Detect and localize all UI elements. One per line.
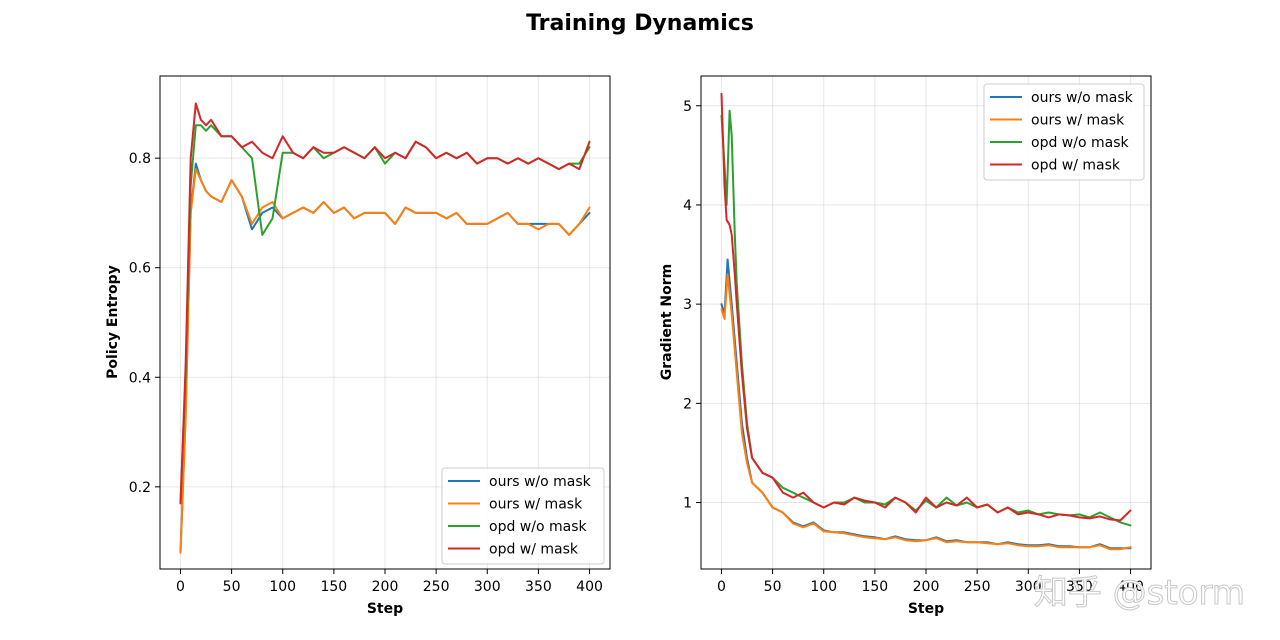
xtick-label-300-gradnorm: 300 [1015, 579, 1042, 595]
ytick-label-1-gradnorm: 2 [683, 396, 692, 412]
xtick-label-150-entropy: 150 [320, 579, 347, 595]
ytick-label-3-entropy: 0.8 [129, 151, 151, 167]
legend-label-ours-w-o-mask-entropy: ours w/o mask [489, 474, 592, 490]
xtick-label-350-gradnorm: 350 [1066, 579, 1093, 595]
legend-label-opd-w-o-mask-entropy: opd w/o mask [489, 519, 587, 535]
xlabel-entropy: Step [367, 601, 403, 617]
xtick-label-100-gradnorm: 100 [810, 579, 837, 595]
legend-gradnorm: ours w/o mask ours w/ mask opd w/o mask opd… [983, 83, 1145, 181]
chart-gradnorm: 0 50 100 150 200 250 300 350 400 1 2 3 4 5 Step Gradi… [659, 75, 1152, 617]
xtick-label-400-gradnorm: 400 [1117, 579, 1144, 595]
xtick-label-200-entropy: 200 [372, 579, 399, 595]
ytick-label-0-entropy: 0.2 [129, 480, 151, 496]
xtick-label-250-gradnorm: 250 [964, 579, 991, 595]
legend-box-gradnorm [983, 83, 1145, 181]
xtick-label-0-gradnorm: 0 [717, 579, 726, 595]
legend-label-opd-w-mask-gradnorm: opd w/ mask [1031, 158, 1121, 174]
xtick-label-350-entropy: 350 [525, 579, 552, 595]
legend-label-opd-w-mask-entropy: opd w/ mask [489, 542, 579, 558]
series-gradnorm [720, 92, 1132, 551]
legend-label-opd-w-o-mask-gradnorm: opd w/o mask [1031, 135, 1129, 151]
ytick-label-2-gradnorm: 3 [683, 297, 692, 313]
ylabel-entropy: Policy Entropy [105, 265, 121, 379]
watermark-text: 知乎 @storm [1034, 573, 1245, 613]
chart-entropy: 0 50 100 150 200 250 300 350 400 0.2 0.4 0.6 0.8 Ste… [105, 75, 611, 617]
legend-entropy: ours w/o mask ours w/ mask opd w/o mask opd… [441, 467, 605, 565]
legend-label-ours-w-mask-gradnorm: ours w/ mask [1031, 113, 1125, 129]
ytick-label-2-entropy: 0.6 [129, 261, 151, 277]
ytick-label-1-entropy: 0.4 [129, 370, 151, 386]
series-line-opd-w-mask-gradnorm [720, 92, 1132, 522]
ytick-label-3-gradnorm: 4 [683, 198, 692, 214]
xtick-label-200-gradnorm: 200 [913, 579, 940, 595]
legend-label-ours-w-o-mask-gradnorm: ours w/o mask [1031, 90, 1134, 106]
ticks-gradnorm: 0 50 100 150 200 250 300 350 400 1 2 3 4 5 [683, 99, 1144, 595]
xtick-label-0-entropy: 0 [176, 579, 185, 595]
figure-title: Training Dynamics [526, 11, 754, 36]
xtick-label-50-entropy: 50 [223, 579, 241, 595]
series-line-ours-w-mask-gradnorm [720, 273, 1132, 551]
xtick-label-400-entropy: 400 [576, 579, 603, 595]
ytick-label-4-gradnorm: 5 [683, 99, 692, 115]
xtick-label-300-entropy: 300 [474, 579, 501, 595]
xtick-label-50-gradnorm: 50 [764, 579, 782, 595]
ylabel-gradnorm: Gradient Norm [659, 264, 675, 381]
legend-box-entropy [441, 467, 605, 565]
ticks-entropy: 0 50 100 150 200 250 300 350 400 0.2 0.4 0.6 0.8 [129, 151, 603, 595]
xtick-label-250-entropy: 250 [423, 579, 450, 595]
xtick-label-150-gradnorm: 150 [861, 579, 888, 595]
legend-label-ours-w-mask-entropy: ours w/ mask [489, 497, 583, 513]
series-line-opd-w-mask-entropy [179, 102, 591, 505]
ytick-label-0-gradnorm: 1 [683, 496, 692, 512]
series-entropy [179, 102, 591, 554]
xtick-label-100-entropy: 100 [269, 579, 296, 595]
xlabel-gradnorm: Step [908, 601, 944, 617]
series-line-ours-w-mask-entropy [179, 168, 591, 554]
